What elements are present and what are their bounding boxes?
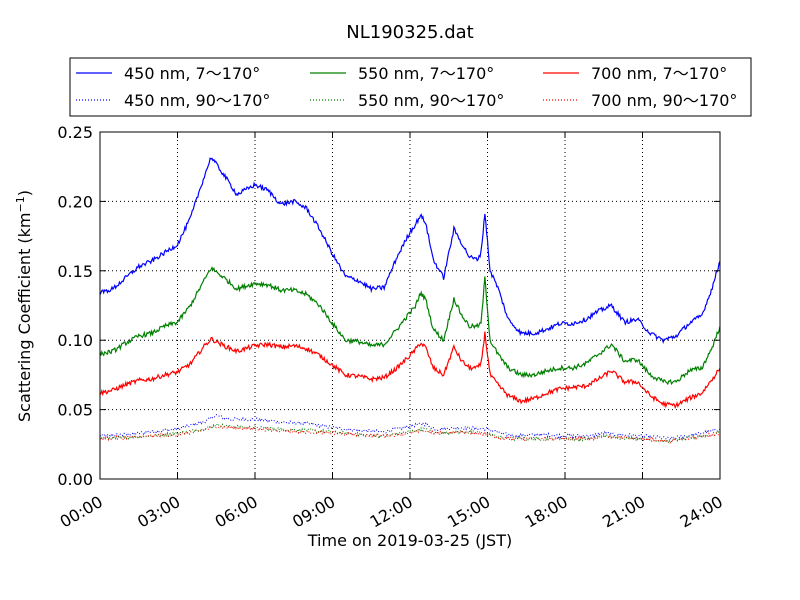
legend-label-1: 550 nm, 7～170°: [358, 64, 494, 83]
y-tick-label: 0.15: [57, 262, 93, 281]
y-tick-label: 0.05: [57, 401, 93, 420]
x-tick-label: 21:00: [599, 492, 648, 532]
y-axis-label-close: ): [15, 190, 34, 196]
legend-label-5: 700 nm, 90～170°: [591, 91, 737, 110]
legend-label-3: 450 nm, 90～170°: [124, 91, 270, 110]
y-tick-label: 0.25: [57, 123, 93, 142]
series-line-4: [99, 423, 721, 445]
y-axis-label-main: Scattering Coefficient (km: [15, 212, 34, 422]
y-tick-labels: 0.00 0.05 0.10 0.15 0.20 0.25: [57, 123, 93, 489]
y-tick-label: 0.20: [57, 192, 93, 211]
x-tick-labels: 00:00 03:00 06:00 09:00 12:00 15:00 18:00 21:00…: [57, 492, 726, 532]
x-tick-label: 00:00: [57, 492, 106, 532]
x-axis-label: Time on 2019-03-25 (JST): [307, 531, 512, 550]
legend-box: [69, 57, 752, 117]
x-tick-label: 18:00: [522, 492, 571, 532]
ticks: [99, 131, 721, 480]
series-line-5: [99, 424, 721, 444]
plot-background: [100, 132, 720, 479]
legend-label-0: 450 nm, 7～170°: [124, 64, 260, 83]
grid: [100, 132, 720, 479]
chart-title: NL190325.dat: [346, 22, 473, 43]
y-axis-label-sup: −1: [14, 196, 27, 212]
series-line-2: [99, 331, 721, 410]
series-line-0: [99, 157, 721, 344]
legend-label-2: 700 nm, 7～170°: [591, 64, 727, 83]
x-tick-label: 03:00: [134, 492, 183, 532]
x-tick-label: 12:00: [367, 492, 416, 532]
y-tick-label: 0.00: [57, 470, 93, 489]
series-layer: [99, 157, 721, 445]
series-line-1: [99, 266, 721, 386]
legend-label-4: 550 nm, 90～170°: [358, 91, 504, 110]
x-tick-label: 15:00: [444, 492, 493, 532]
x-tick-label: 24:00: [677, 492, 726, 532]
x-tick-label: 06:00: [212, 492, 261, 532]
y-axis-label: Scattering Coefficient (km−1): [14, 190, 35, 422]
x-tick-label: 09:00: [289, 492, 338, 532]
legend: 450 nm, 7～170° 550 nm, 7～170° 700 nm, 7～17…: [69, 57, 752, 117]
plot-area: [99, 131, 721, 480]
y-tick-label: 0.10: [57, 331, 93, 350]
